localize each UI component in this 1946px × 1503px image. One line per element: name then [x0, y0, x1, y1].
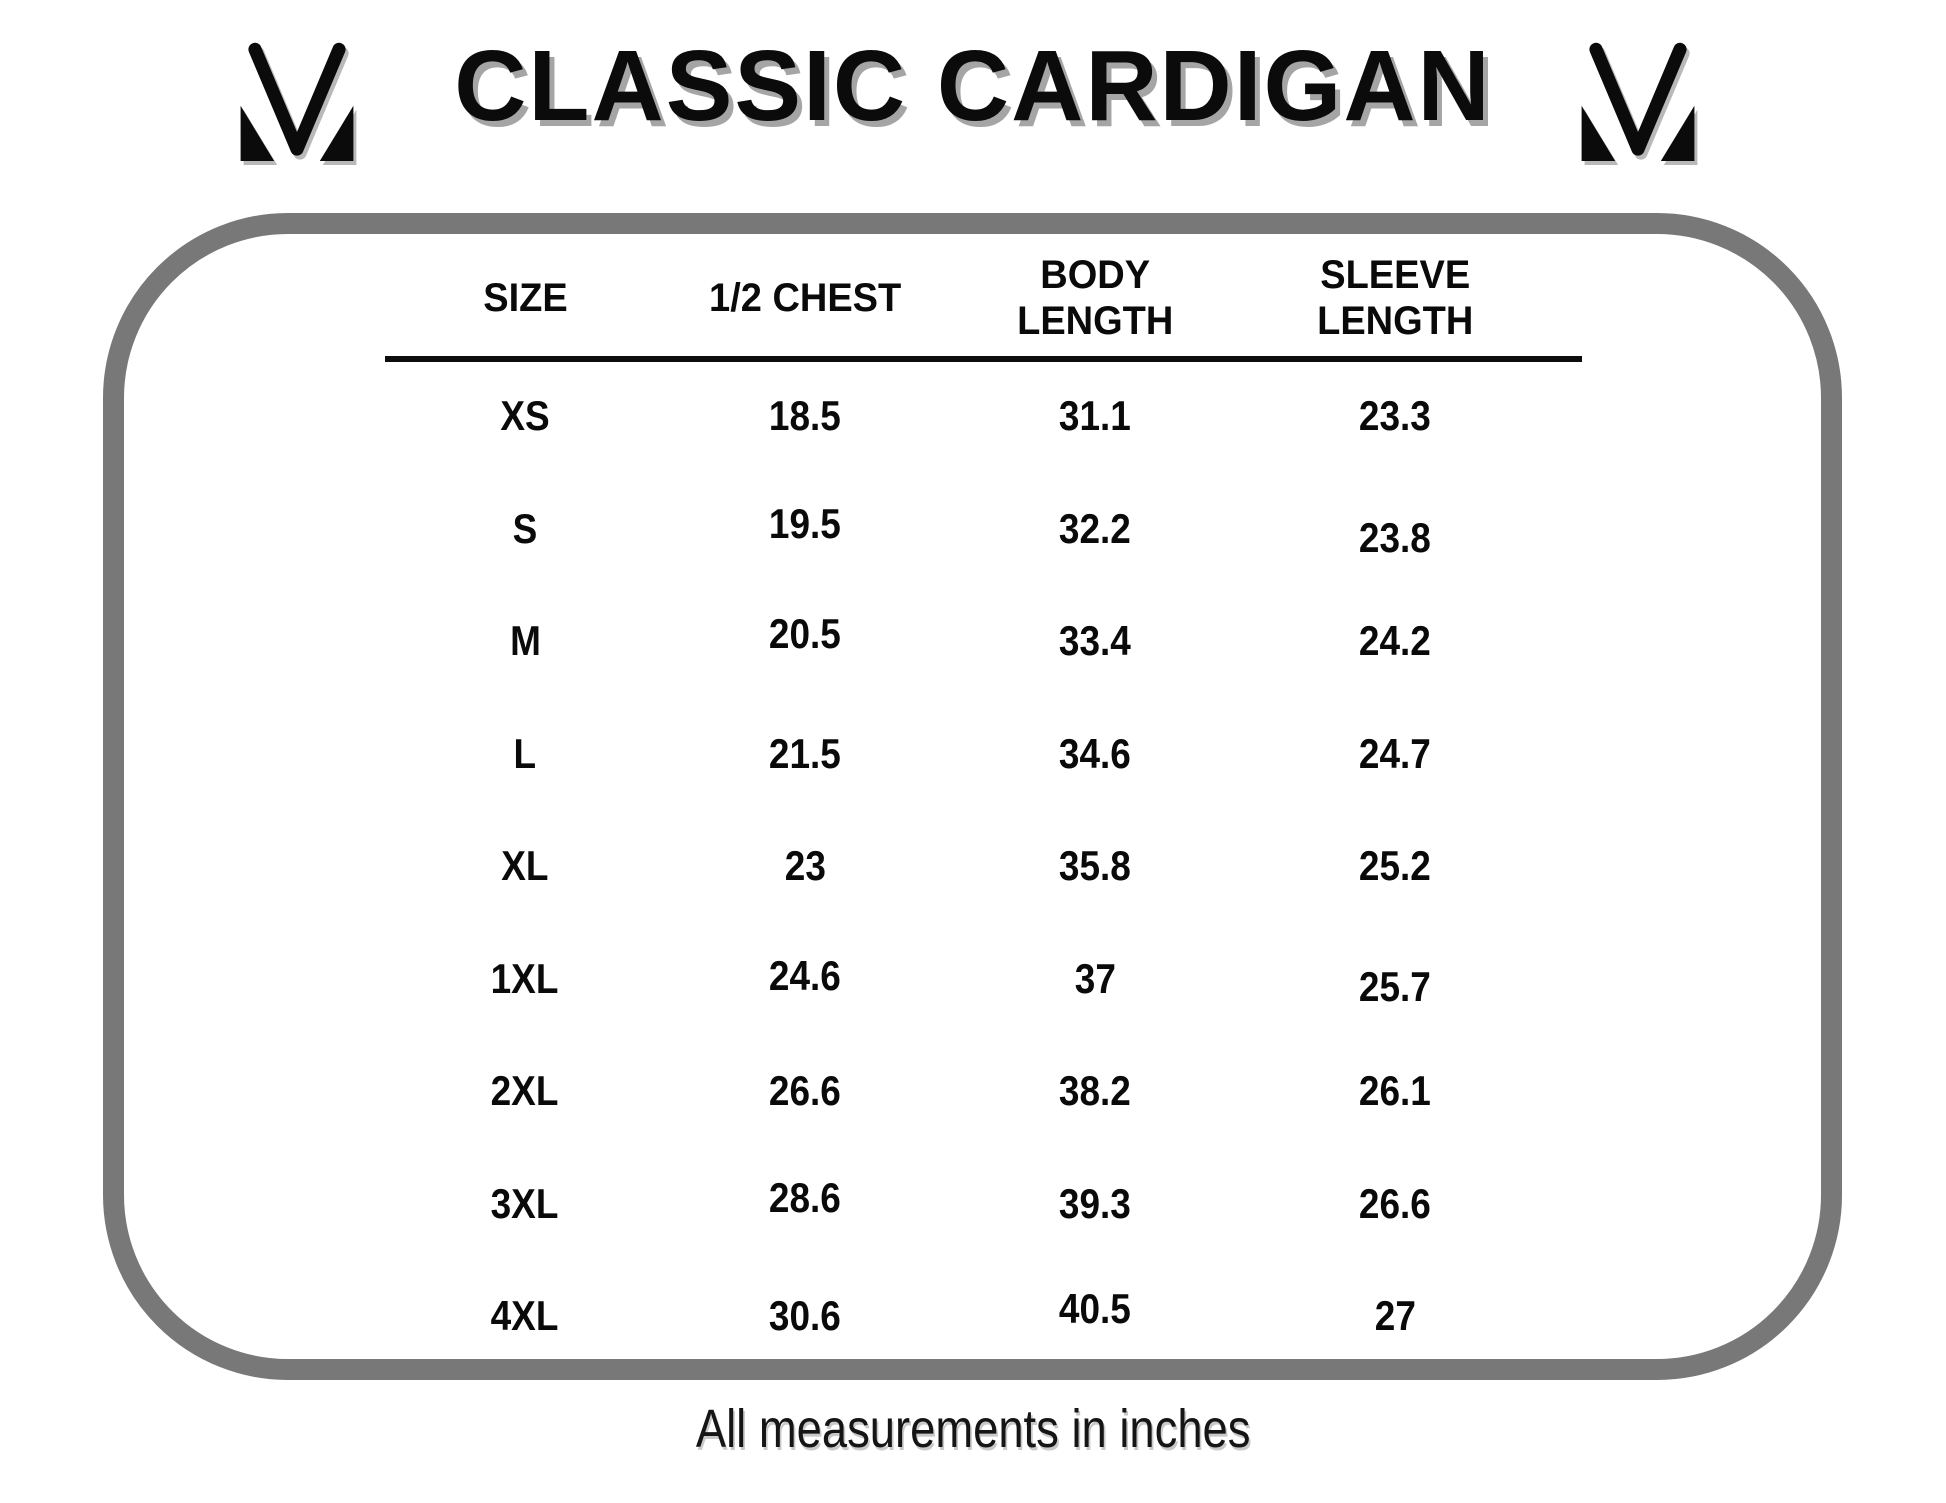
sleeve-length-cell: 26.1	[1359, 1067, 1431, 1115]
half-chest-cell: 24.6	[769, 951, 841, 999]
header-size: SIZE	[482, 276, 568, 320]
page-title: CLASSIC CARDIGAN	[454, 30, 1492, 142]
half-chest-cell: 18.5	[769, 392, 841, 440]
body-length-cell: 31.1	[1059, 392, 1131, 440]
header-body-length: BODY LENGTH	[1016, 253, 1174, 343]
half-chest-cell: 26.6	[769, 1067, 841, 1115]
sleeve-length-cell: 26.6	[1359, 1179, 1431, 1227]
body-length-cell: 40.5	[1059, 1285, 1131, 1333]
measurement-note: All measurements in inches	[695, 1399, 1251, 1459]
body-length-cell: 33.4	[1059, 617, 1131, 665]
brand-m-logo-icon	[240, 42, 354, 161]
body-length-cell: 32.2	[1059, 504, 1131, 552]
header-sleeve-length: SLEEVE LENGTH	[1316, 253, 1474, 343]
sleeve-length-cell: 23.3	[1359, 392, 1431, 440]
size-cell: S	[512, 504, 538, 552]
half-chest-cell: 23	[784, 842, 826, 890]
table-row: 2XL 26.6 38.2 26.1	[385, 1035, 1582, 1148]
table-row: 3XL 28.6 39.3 26.6	[385, 1148, 1582, 1261]
table-row: 1XL 24.6 37 25.7	[385, 923, 1582, 1036]
table-row: L 21.5 34.6 24.7	[385, 698, 1582, 811]
sleeve-length-cell: 25.7	[1359, 962, 1431, 1010]
size-chart-frame	[103, 213, 1842, 1380]
size-cell: 4XL	[491, 1292, 559, 1340]
size-cell: 1XL	[491, 954, 559, 1002]
table-row: XS 18.5 31.1 23.3	[385, 360, 1582, 473]
table-row: XL 23 35.8 25.2	[385, 810, 1582, 923]
half-chest-cell: 30.6	[769, 1292, 841, 1340]
header-half-chest: 1/2 CHEST	[708, 276, 902, 320]
size-cell: 3XL	[491, 1179, 559, 1227]
size-table: SIZE 1/2 CHEST BODY LENGTH SLEEVE LENGTH…	[385, 240, 1582, 1373]
size-cell: L	[513, 729, 537, 777]
table-body: XS 18.5 31.1 23.3 S 19.5 32.2 23.8 M 20.…	[385, 360, 1582, 1373]
sleeve-length-cell: 27	[1374, 1292, 1416, 1340]
sleeve-length-cell: 23.8	[1359, 513, 1431, 561]
half-chest-cell: 20.5	[769, 610, 841, 658]
table-row: 4XL 30.6 40.5 27	[385, 1260, 1582, 1373]
sleeve-length-cell: 24.2	[1359, 617, 1431, 665]
table-row: M 20.5 33.4 24.2	[385, 585, 1582, 698]
size-cell: XL	[501, 842, 549, 890]
half-chest-cell: 21.5	[769, 729, 841, 777]
size-cell: XS	[500, 392, 550, 440]
body-length-cell: 34.6	[1059, 729, 1131, 777]
table-row: S 19.5 32.2 23.8	[385, 473, 1582, 586]
body-length-cell: 37	[1074, 954, 1116, 1002]
body-length-cell: 38.2	[1059, 1067, 1131, 1115]
body-length-cell: 39.3	[1059, 1179, 1131, 1227]
body-length-cell: 35.8	[1059, 842, 1131, 890]
size-cell: M	[509, 617, 541, 665]
size-cell: 2XL	[491, 1067, 559, 1115]
half-chest-cell: 28.6	[769, 1173, 841, 1221]
sleeve-length-cell: 24.7	[1359, 729, 1431, 777]
brand-m-logo-icon	[1581, 42, 1695, 161]
table-header-row: SIZE 1/2 CHEST BODY LENGTH SLEEVE LENGTH	[385, 240, 1582, 356]
header-divider-line	[385, 356, 1582, 362]
sleeve-length-cell: 25.2	[1359, 842, 1431, 890]
half-chest-cell: 19.5	[769, 499, 841, 547]
